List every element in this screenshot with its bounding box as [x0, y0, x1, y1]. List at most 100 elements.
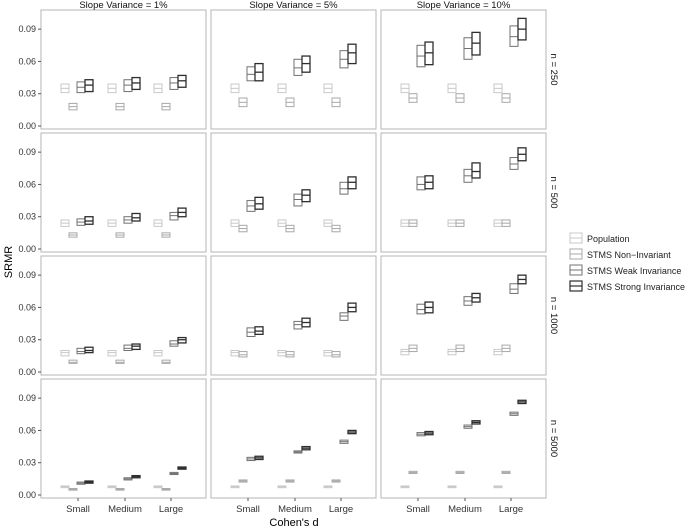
x-tick-label: Large: [159, 504, 183, 515]
box-strong-invariance: [254, 196, 264, 210]
box-body: [285, 351, 295, 358]
box-population: [230, 485, 240, 489]
box-strong-invariance: [177, 74, 187, 88]
box-population: [400, 348, 410, 356]
box-body: [339, 312, 349, 321]
legend: Population STMS Non−Invariant STMS Weak …: [569, 232, 685, 292]
y-tick-label: 0.06: [18, 56, 36, 66]
box-strong-invariance: [517, 399, 527, 405]
panel-frame: [380, 255, 547, 376]
box-strong-invariance: [177, 207, 187, 218]
box-non-invariant: [238, 97, 248, 108]
box-non-invariant: [68, 232, 78, 238]
box-population: [60, 219, 70, 227]
box-non-invariant: [331, 479, 341, 483]
box-strong-invariance: [131, 76, 141, 91]
row-strip-label: n = 1000: [548, 297, 559, 334]
box-strong-invariance: [471, 420, 481, 425]
box-body: [471, 162, 481, 179]
box-non-invariant: [161, 488, 171, 491]
y-tick-label: 0.00: [18, 490, 36, 500]
x-axis: Small Medium Large Small Medium Large Small Med…: [66, 498, 523, 515]
box-population: [493, 83, 503, 94]
box-weak-invariance: [509, 283, 519, 294]
box-strong-invariance: [517, 17, 527, 41]
box-strong-invariance: [424, 430, 434, 436]
panel-frame: [380, 9, 547, 130]
box-population: [60, 349, 70, 357]
box-non-invariant: [115, 102, 125, 111]
panel-frame: [40, 9, 207, 130]
y-tick-label: 0.06: [18, 179, 36, 189]
box-population: [60, 485, 70, 489]
legend-label-non-invariant: STMS Non−Invariant: [587, 250, 671, 260]
box-strong-invariance: [301, 317, 311, 328]
box-strong-invariance: [131, 212, 141, 222]
box-population: [107, 219, 117, 227]
box-non-invariant: [408, 470, 418, 474]
box-non-invariant: [161, 232, 171, 238]
box-weak-invariance: [463, 424, 473, 429]
facet-panels: [40, 9, 547, 499]
box-weak-invariance: [246, 456, 256, 462]
box-strong-invariance: [84, 480, 94, 484]
x-tick-label: Large: [499, 504, 523, 515]
panel-frame: [380, 132, 547, 253]
box-marks: [60, 17, 527, 491]
row-strip-label: n = 250: [548, 54, 559, 86]
box-strong-invariance: [84, 216, 94, 225]
box-strong-invariance: [84, 79, 94, 93]
box-strong-invariance: [424, 175, 434, 190]
box-strong-invariance: [471, 292, 481, 303]
box-strong-invariance: [254, 326, 264, 335]
y-tick-label: 0.00: [18, 121, 36, 131]
x-tick-label: Medium: [448, 504, 482, 515]
box-strong-invariance: [347, 429, 357, 435]
box-weak-invariance: [509, 411, 519, 416]
y-tick-label: 0.06: [18, 302, 36, 312]
box-population: [230, 219, 240, 227]
box-strong-invariance: [471, 31, 481, 56]
x-tick-label: Large: [329, 504, 353, 515]
box-strong-invariance: [84, 346, 94, 354]
y-tick-label: 0.06: [18, 425, 36, 435]
box-weak-invariance: [169, 471, 179, 476]
box-non-invariant: [238, 224, 248, 233]
box-body: [238, 351, 248, 358]
box-population: [493, 348, 503, 356]
box-strong-invariance: [177, 466, 187, 470]
box-population: [107, 349, 117, 357]
x-tick-label: Medium: [108, 504, 142, 515]
row-strip-label: n = 500: [548, 177, 559, 209]
box-non-invariant: [331, 97, 341, 108]
box-strong-invariance: [517, 147, 527, 162]
box-non-invariant: [408, 93, 418, 103]
x-tick-label: Medium: [278, 504, 312, 515]
box-population: [230, 83, 240, 94]
box-population: [153, 349, 163, 357]
y-tick-label: 0.03: [18, 335, 36, 345]
box-strong-invariance: [131, 343, 141, 351]
box-non-invariant: [68, 102, 78, 111]
box-weak-invariance: [339, 312, 349, 321]
box-non-invariant: [115, 488, 125, 491]
y-tick-label: 0.03: [18, 212, 36, 222]
row-strip-label: n = 5000: [548, 420, 559, 457]
box-non-invariant: [501, 93, 511, 103]
box-strong-invariance: [424, 301, 434, 314]
x-axis-title: Cohen's d: [269, 517, 318, 529]
box-population: [153, 485, 163, 489]
box-population: [447, 348, 457, 356]
box-non-invariant: [331, 224, 341, 233]
panel-frame: [210, 132, 377, 253]
box-strong-invariance: [177, 336, 187, 344]
y-tick-label: 0.09: [18, 270, 36, 280]
facet-headers: Slope Variance = 1% Slope Variance = 5% Sl…: [79, 0, 559, 457]
box-population: [60, 83, 70, 94]
box-body: [493, 348, 503, 356]
box-body: [347, 43, 357, 65]
box-non-invariant: [115, 359, 125, 364]
box-weak-invariance: [293, 450, 303, 454]
box-population: [323, 83, 333, 94]
